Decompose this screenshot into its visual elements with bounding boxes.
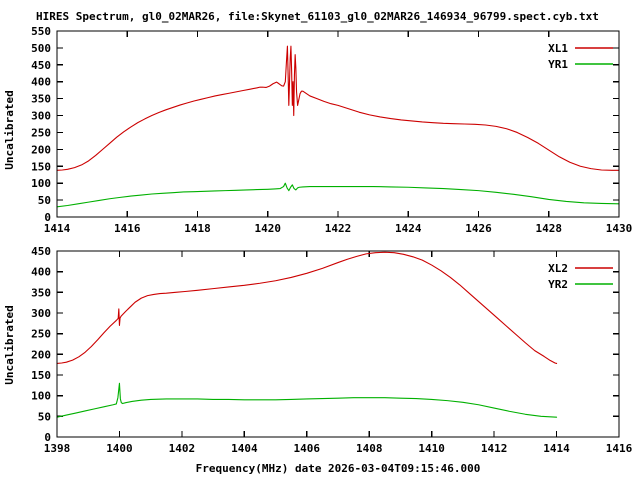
legend-label-yr1: YR1 xyxy=(548,58,568,71)
top-series-group xyxy=(56,45,620,208)
bottom-x-ticks: 1398 1400 1402 1404 1406 1408 1410 1412 1414 1416 xyxy=(44,251,633,455)
y-tick-label: 0 xyxy=(44,211,51,224)
x-tick-label: 1408 xyxy=(356,442,383,455)
x-tick-label: 1420 xyxy=(255,222,282,235)
top-plot-frame xyxy=(56,30,620,218)
y-tick-label: 350 xyxy=(31,93,51,106)
x-tick-label: 1414 xyxy=(44,222,71,235)
x-tick-label: 1416 xyxy=(114,222,141,235)
page-title: HIRES Spectrum, gl0_02MAR26, file:Skynet… xyxy=(36,10,599,23)
y-tick-label: 400 xyxy=(31,266,51,279)
x-tick-label: 1404 xyxy=(231,442,258,455)
y-axis-label-top: Uncalibrated xyxy=(3,90,16,169)
y-tick-label: 0 xyxy=(44,431,51,444)
y-tick-label: 450 xyxy=(31,59,51,72)
x-tick-label: 1428 xyxy=(536,222,563,235)
y-tick-label: 300 xyxy=(31,110,51,123)
top-spectrum-panel: Uncalibrated 0 50 100 150 200 250 300 350 400 450… xyxy=(3,25,632,235)
x-tick-label: 1414 xyxy=(543,442,570,455)
bottom-spectrum-panel: Uncalibrated 0 50 100 150 200 250 300 350 400 450… xyxy=(3,245,633,475)
y-tick-label: 500 xyxy=(31,42,51,55)
series-line-yr1 xyxy=(56,182,620,208)
bottom-plot-frame xyxy=(56,250,620,438)
x-tick-label: 1430 xyxy=(606,222,633,235)
y-tick-label: 100 xyxy=(31,390,51,403)
series-line-xl1 xyxy=(56,45,620,171)
top-x-ticks: 1414 1416 1418 1420 1422 1424 1426 1428 1430 xyxy=(44,31,633,235)
y-tick-label: 100 xyxy=(31,177,51,190)
y-tick-label: 150 xyxy=(31,369,51,382)
x-tick-label: 1426 xyxy=(465,222,492,235)
y-tick-label: 50 xyxy=(38,410,51,423)
y-tick-label: 300 xyxy=(31,307,51,320)
x-tick-label: 1416 xyxy=(606,442,633,455)
top-y-ticks: 0 50 100 150 200 250 300 350 400 450 500 550 xyxy=(31,25,619,224)
legend-label-xl1: XL1 xyxy=(548,42,568,55)
series-line-xl2 xyxy=(56,251,558,364)
x-tick-label: 1410 xyxy=(418,442,445,455)
x-tick-label: 1412 xyxy=(481,442,508,455)
y-tick-label: 200 xyxy=(31,348,51,361)
x-tick-label: 1422 xyxy=(325,222,352,235)
y-tick-label: 350 xyxy=(31,286,51,299)
legend-label-yr2: YR2 xyxy=(548,278,568,291)
y-tick-label: 150 xyxy=(31,160,51,173)
x-tick-label: 1406 xyxy=(294,442,321,455)
y-axis-label-bottom: Uncalibrated xyxy=(3,305,16,384)
x-tick-label: 1418 xyxy=(184,222,211,235)
y-tick-label: 50 xyxy=(38,194,51,207)
series-line-yr2 xyxy=(56,382,558,418)
bottom-series-group xyxy=(56,251,558,418)
y-tick-label: 550 xyxy=(31,25,51,38)
y-tick-label: 450 xyxy=(31,245,51,258)
x-tick-label: 1424 xyxy=(395,222,422,235)
x-axis-label: Frequency(MHz) date 2026-03-04T09:15:46.… xyxy=(196,462,481,475)
x-tick-label: 1400 xyxy=(106,442,133,455)
y-tick-label: 200 xyxy=(31,143,51,156)
legend-label-xl2: XL2 xyxy=(548,262,568,275)
y-tick-label: 400 xyxy=(31,76,51,89)
y-tick-label: 250 xyxy=(31,126,51,139)
x-tick-label: 1398 xyxy=(44,442,71,455)
y-tick-label: 250 xyxy=(31,328,51,341)
x-tick-label: 1402 xyxy=(169,442,196,455)
